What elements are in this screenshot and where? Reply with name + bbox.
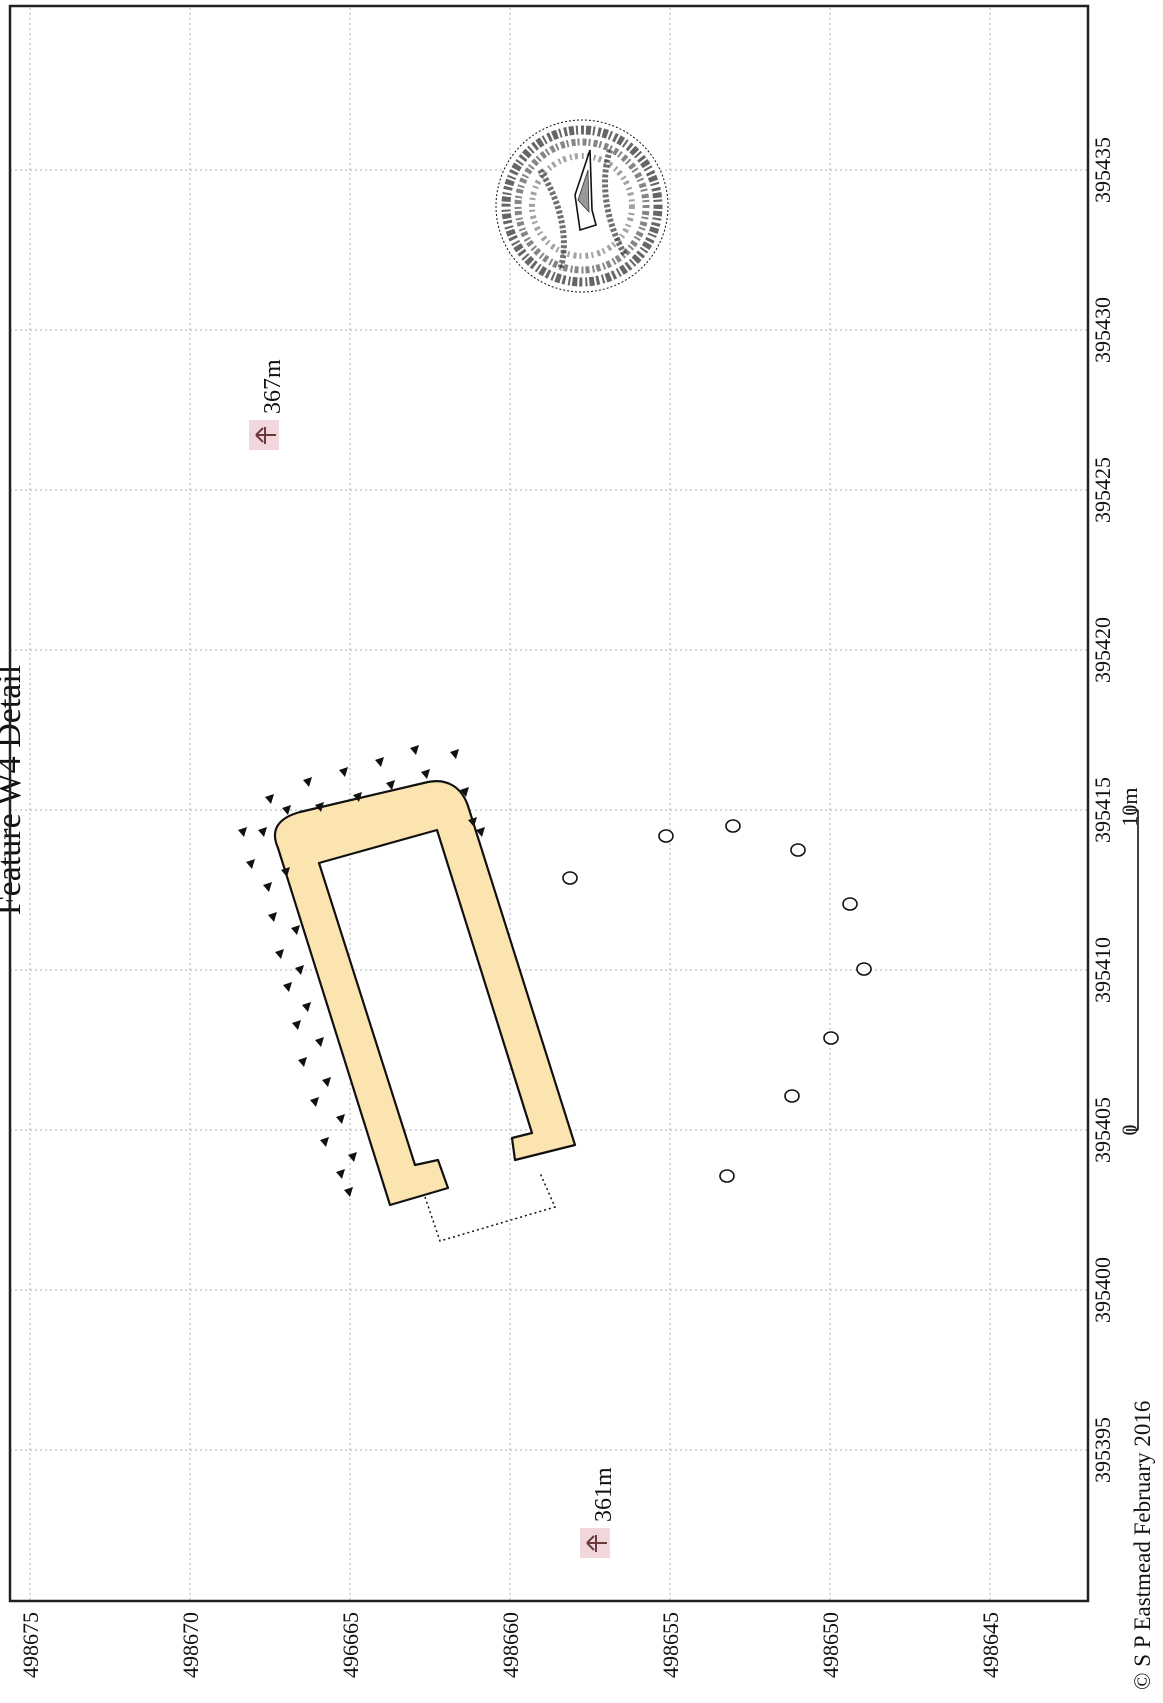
scarp-hachure-icon	[410, 745, 419, 755]
northing-label: 498660	[498, 1612, 523, 1678]
scarp-hachure-icon	[336, 1169, 345, 1179]
scarp-hachure-icon	[353, 792, 362, 802]
map-frame	[8, 4, 1090, 1603]
scarp-hachure-icon	[275, 949, 284, 959]
scarp-hachure-icon	[310, 1097, 319, 1107]
spot-height-label: 361m	[591, 1467, 617, 1522]
easting-label: 395430	[1090, 297, 1115, 363]
scarp-hachure-icon	[283, 982, 292, 992]
stone-icon	[842, 897, 858, 911]
northing-label: 498670	[178, 1612, 203, 1678]
scarp-hachure-icon	[344, 1187, 353, 1197]
cairn-icon	[495, 119, 669, 293]
scarp-hachure-icon	[468, 817, 477, 827]
spot-height-367: 367m	[249, 359, 286, 450]
scarp-hachure-icon	[263, 882, 272, 892]
stone-icon	[856, 962, 872, 976]
map-title: Feature W4 Detail	[0, 665, 28, 916]
scarp-hachure-icon	[315, 1037, 324, 1047]
scarp-hachure-icon	[375, 757, 384, 767]
scale-bar-end: 10m	[1117, 787, 1142, 826]
scarp-hachure-icon	[281, 867, 290, 877]
scarp-hachure-icon	[282, 805, 291, 815]
easting-label: 395425	[1090, 457, 1115, 523]
easting-label: 395420	[1090, 617, 1115, 683]
easting-label: 395435	[1090, 137, 1115, 203]
spot-height-361: 361m	[580, 1467, 617, 1558]
easting-label: 395415	[1090, 777, 1115, 843]
northing-labels: 498675 498670 496665 498660 498655 49865…	[18, 1612, 1003, 1678]
northing-label: 496665	[338, 1612, 363, 1678]
scarp-hachure-icon	[246, 859, 255, 869]
northing-label: 498655	[658, 1612, 683, 1678]
scarp-hachure-icon	[258, 827, 267, 837]
scarp-hachures	[238, 745, 485, 1197]
scarp-hachure-icon	[320, 1137, 329, 1147]
scarp-hachure-icon	[421, 769, 430, 779]
stone-icon	[658, 829, 674, 843]
stone-icon	[790, 843, 806, 857]
stone-icon	[784, 1089, 800, 1103]
northing-label: 498645	[978, 1612, 1003, 1678]
scarp-hachure-icon	[292, 1020, 301, 1030]
northing-label: 498675	[18, 1612, 43, 1678]
scale-bar: 0 10m	[1117, 787, 1142, 1135]
scarp-hachure-icon	[295, 965, 304, 975]
scarp-hachure-icon	[238, 827, 247, 837]
scarp-hachure-icon	[339, 767, 348, 777]
stone-icon	[823, 1031, 839, 1045]
scarp-hachure-icon	[386, 780, 395, 790]
scarp-hachure-icon	[315, 802, 324, 812]
stone-icon	[562, 871, 578, 885]
easting-labels: 395395 395400 395405 395410 395415 39542…	[1090, 137, 1115, 1483]
scarp-hachure-icon	[268, 912, 277, 922]
stones	[562, 819, 872, 1183]
northing-label: 498650	[818, 1612, 843, 1678]
scarp-hachure-icon	[460, 787, 469, 797]
stone-icon	[725, 819, 741, 833]
scarp-hachure-icon	[336, 1114, 345, 1124]
scale-bar-start: 0	[1117, 1125, 1142, 1136]
enclosure-feature	[273, 780, 577, 1242]
scarp-hachure-icon	[322, 1077, 331, 1087]
easting-label: 395395	[1090, 1417, 1115, 1483]
easting-label: 395410	[1090, 937, 1115, 1003]
stone-icon	[719, 1169, 735, 1183]
copyright-text: © S P Eastmead February 2016	[1130, 1401, 1155, 1690]
scarp-hachure-icon	[265, 794, 274, 804]
entrance-outline	[424, 1172, 557, 1242]
spot-height-label: 367m	[260, 359, 286, 414]
scarp-hachure-icon	[291, 925, 300, 935]
easting-label: 395400	[1090, 1257, 1115, 1323]
scarp-hachure-icon	[476, 827, 485, 837]
scarp-hachure-icon	[298, 1057, 307, 1067]
scarp-hachure-icon	[348, 1152, 357, 1162]
scarp-hachure-icon	[302, 1002, 311, 1012]
scarp-hachure-icon	[450, 749, 459, 759]
easting-label: 395405	[1090, 1097, 1115, 1163]
scarp-hachure-icon	[303, 777, 312, 787]
